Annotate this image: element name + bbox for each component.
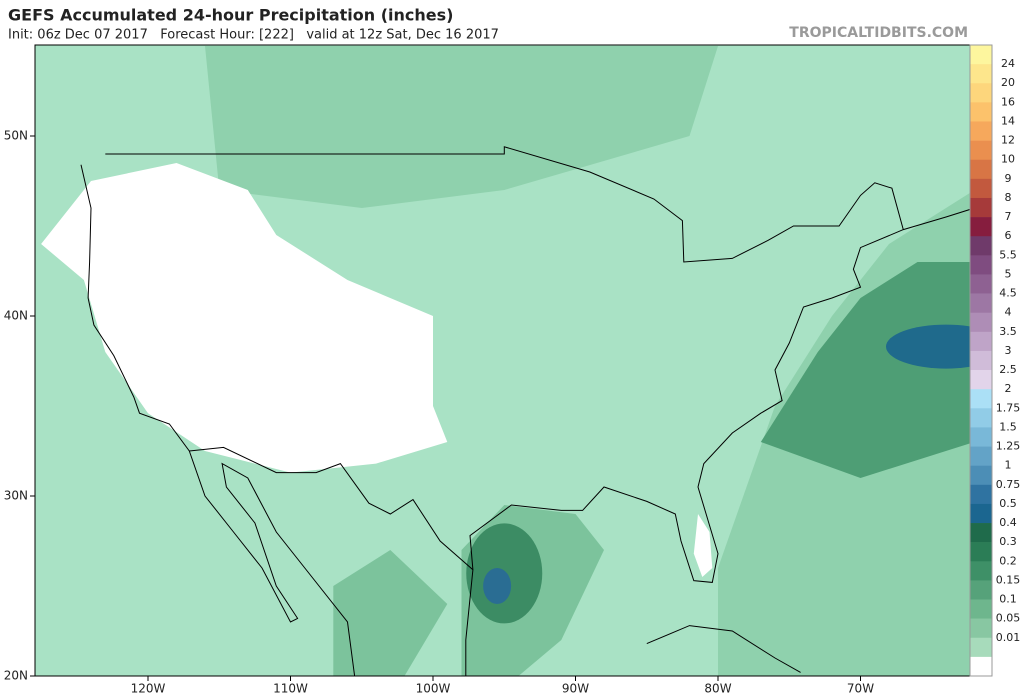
colorbar-swatch <box>970 159 992 180</box>
colorbar-swatch <box>970 236 992 256</box>
colorbar-swatch <box>970 274 992 294</box>
colorbar-label: 7 <box>1005 210 1012 223</box>
map-area <box>35 45 970 676</box>
subtitle: Init: 06z Dec 07 2017 Forecast Hour: [22… <box>8 28 499 43</box>
colorbar-label: 6 <box>1005 229 1012 242</box>
colorbar-swatch <box>970 599 992 619</box>
colorbar-label: 10 <box>1001 153 1015 166</box>
colorbar-label: 1.75 <box>996 401 1021 414</box>
colorbar-label: 0.4 <box>999 516 1017 529</box>
colorbar-swatch <box>970 121 992 141</box>
lat-label: 50N <box>4 129 28 143</box>
colorbar-swatch <box>970 178 992 199</box>
colorbar-swatch <box>970 331 992 352</box>
colorbar-label: 12 <box>1001 134 1015 147</box>
colorbar-label: 8 <box>1005 191 1012 204</box>
colorbar-label: 1.5 <box>999 420 1017 433</box>
colorbar-swatch <box>970 312 992 333</box>
colorbar-swatch <box>970 83 992 103</box>
colorbar-swatch <box>970 656 992 677</box>
colorbar-label: 4.5 <box>999 287 1017 300</box>
border-mexico <box>189 446 474 571</box>
title: GEFS Accumulated 24-hour Precipitation (… <box>8 6 454 25</box>
colorbar-label: 0.5 <box>999 497 1017 510</box>
colorbar-swatch <box>970 255 992 275</box>
colorbar-swatch <box>970 64 992 84</box>
shade-north <box>205 46 718 208</box>
colorbar-label: 3 <box>1005 344 1012 357</box>
colorbar-swatch <box>970 446 992 466</box>
shade-mexico <box>333 550 448 676</box>
colorbar-swatch <box>970 580 992 600</box>
colorbar-label: 0.05 <box>996 612 1021 625</box>
colorbar-label: 1 <box>1005 459 1012 472</box>
colorbar-swatch <box>970 637 992 658</box>
colorbar-swatch <box>970 523 992 543</box>
colorbar-label: 1.25 <box>996 440 1021 453</box>
colorbar-label: 5 <box>1005 267 1012 280</box>
lat-label: 40N <box>4 309 28 323</box>
colorbar-swatch <box>970 197 992 218</box>
shade-gulf-blue <box>483 568 512 604</box>
colorbar-label: 3.5 <box>999 325 1017 338</box>
colorbar: 24 20 16 14 12 10 9 8 7 6 5.5 5 4.5 4 3.5 3 2.5 2 1.75 1.5 1… <box>969 44 1021 677</box>
colorbar-swatch <box>970 484 992 505</box>
colorbar-swatch <box>970 427 992 447</box>
watermark: TROPICALTIDBITS.COM <box>789 25 968 41</box>
coastline-pacific <box>80 164 356 676</box>
border-canada <box>105 146 904 263</box>
colorbar-label: 0.15 <box>996 573 1021 586</box>
lon-label: 100W <box>416 682 451 696</box>
colorbar-swatch <box>970 293 992 313</box>
colorbar-swatch <box>970 45 992 65</box>
colorbar-swatch <box>970 542 992 562</box>
colorbar-label: 0.75 <box>996 478 1021 491</box>
colorbar-label: 2.5 <box>999 363 1017 376</box>
colorbar-swatch <box>970 465 992 486</box>
shade-atlantic-blue <box>886 324 970 369</box>
colorbar-swatch <box>970 408 992 428</box>
colorbar-swatch <box>970 102 992 122</box>
colorbar-label: 9 <box>1005 172 1012 185</box>
colorbar-label: 2 <box>1005 382 1012 395</box>
lat-label: 30N <box>4 489 28 503</box>
colorbar-label: 16 <box>1001 95 1015 108</box>
dry-florida <box>693 514 713 577</box>
colorbar-label: 0.1 <box>999 593 1017 606</box>
lon-label: 120W <box>131 682 166 696</box>
lon-label: 90W <box>562 682 589 696</box>
colorbar-label: 5.5 <box>999 248 1017 261</box>
colorbar-swatch <box>970 389 992 409</box>
colorbar-label: 0.2 <box>999 554 1017 567</box>
shade-atlantic-dark <box>760 262 970 478</box>
lon-label: 70W <box>847 682 874 696</box>
colorbar-label: 14 <box>1001 114 1015 127</box>
coastline-cuba <box>646 625 801 673</box>
lon-label: 110W <box>273 682 308 696</box>
colorbar-swatch <box>970 350 992 371</box>
dry-west <box>41 163 448 473</box>
colorbar-label: 4 <box>1005 306 1012 319</box>
colorbar-label: 20 <box>1001 76 1015 89</box>
colorbar-label: 24 <box>1001 57 1015 70</box>
colorbar-swatch <box>970 140 992 161</box>
colorbar-frame <box>969 44 993 677</box>
colorbar-swatch <box>970 503 992 524</box>
colorbar-swatch <box>970 370 992 390</box>
colorbar-label: 0.3 <box>999 535 1017 548</box>
colorbar-swatch <box>970 618 992 639</box>
coastline-atlantic <box>465 208 970 676</box>
colorbar-swatch <box>970 561 992 581</box>
colorbar-label: 0.01 <box>996 631 1021 644</box>
colorbar-swatch <box>970 217 992 237</box>
lat-label: 20N <box>4 669 28 683</box>
lon-label: 80W <box>704 682 731 696</box>
